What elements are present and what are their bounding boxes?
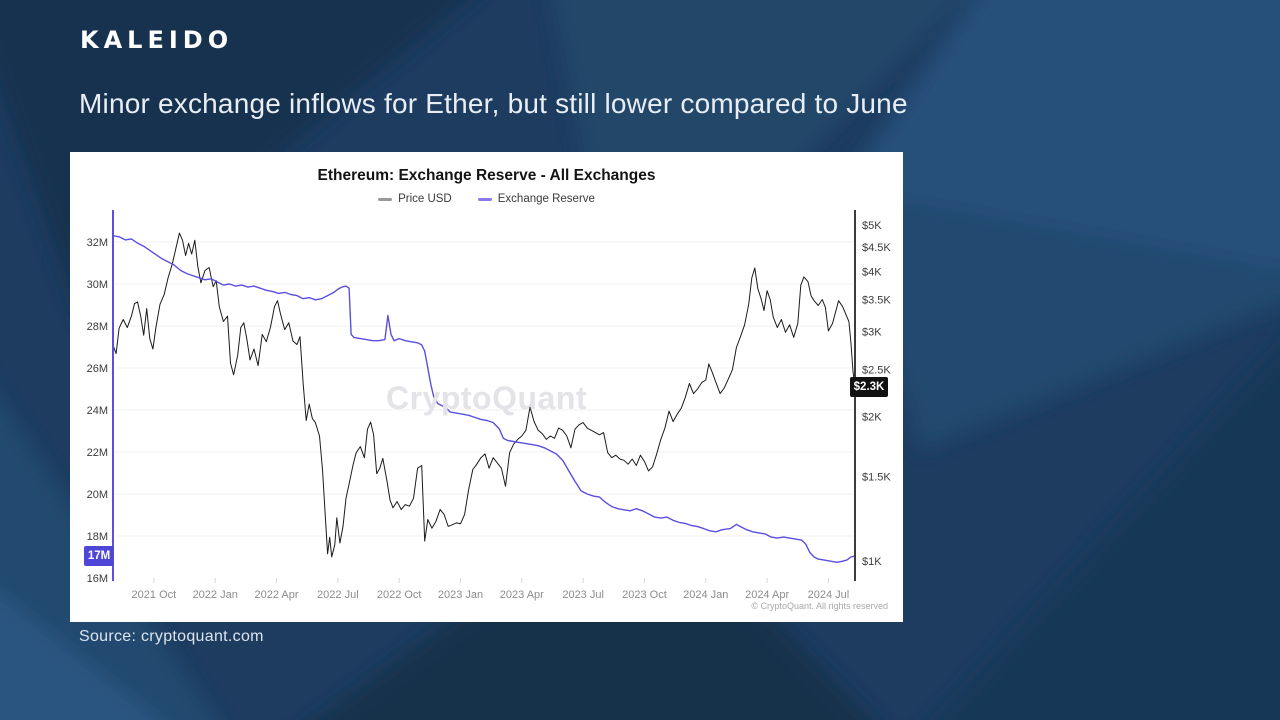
right-axis-label: $4.5K: [862, 242, 891, 254]
right-axis-label: $3.5K: [862, 294, 891, 306]
x-tick-label: 2022 Jan: [193, 589, 238, 601]
bg-triangle: [840, 190, 1280, 450]
legend-swatch: [378, 197, 393, 201]
right-axis-label: $4K: [862, 267, 882, 279]
right-axis-label: $1K: [862, 556, 882, 568]
series-price-usd: [112, 232, 856, 558]
right-axis-label: $1.5K: [862, 471, 891, 483]
chart-legend: Price USD Exchange Reserve: [70, 193, 903, 205]
legend-label: Price USD: [398, 193, 452, 205]
left-axis-label: 18M: [87, 531, 108, 543]
left-axis-label: 30M: [87, 279, 108, 291]
x-tick-label: 2021 Oct: [132, 589, 177, 601]
legend-item: Exchange Reserve: [477, 193, 595, 205]
x-tick-label: 2024 Jul: [808, 589, 850, 601]
kaleido-logo: KALEIDO: [80, 26, 234, 54]
left-axis-label: 24M: [87, 405, 108, 417]
copyright-note: © CryptoQuant. All rights reserved: [751, 601, 888, 611]
x-tick-label: 2024 Jan: [683, 589, 728, 601]
left-axis-label: 26M: [87, 363, 108, 375]
price-current-value-badge: $2.3K: [850, 377, 888, 398]
x-tick-label: 2022 Oct: [377, 589, 422, 601]
right-axis-label: $3K: [862, 327, 882, 339]
bg-triangle: [840, 0, 1280, 270]
legend-swatch: [477, 197, 492, 201]
right-axis-label: $2K: [862, 411, 882, 423]
x-tick-label: 2023 Jan: [438, 589, 483, 601]
bg-triangle: [935, 345, 1280, 720]
left-axis-label: 22M: [87, 447, 108, 459]
x-tick-label: 2023 Apr: [500, 589, 544, 601]
right-axis-label: $5K: [862, 220, 882, 232]
legend-label: Exchange Reserve: [497, 193, 595, 205]
x-tick-label: 2023 Oct: [622, 589, 667, 601]
x-tick-label: 2024 Apr: [745, 589, 789, 601]
slide-title: Minor exchange inflows for Ether, but st…: [79, 88, 908, 119]
left-axis-label: 20M: [87, 489, 108, 501]
series-exchange-reserve: [112, 234, 856, 563]
chart-card: 2021 Oct 2022 Jan 2022 Apr 2022 Jul 2022 Oct…: [70, 152, 903, 622]
legend-item: Price USD: [378, 193, 452, 205]
x-tick-label: 2022 Jul: [317, 589, 359, 601]
x-tick-label: 2022 Apr: [255, 589, 299, 601]
left-axis-label: 32M: [87, 237, 108, 249]
bg-triangle: [0, 592, 160, 720]
left-axis-label: 16M: [87, 573, 108, 585]
right-axis-label: $2.5K: [862, 365, 891, 377]
reserve-current-value-badge: 17M: [84, 545, 114, 566]
cryptoquant-watermark: CryptoQuant: [385, 380, 588, 416]
left-axis-label: 28M: [87, 321, 108, 333]
x-tick-label: 2023 Jul: [562, 589, 604, 601]
chart-title: Ethereum: Exchange Reserve - All Exchang…: [317, 167, 656, 184]
source-attribution: Source: cryptoquant.com: [79, 628, 264, 645]
